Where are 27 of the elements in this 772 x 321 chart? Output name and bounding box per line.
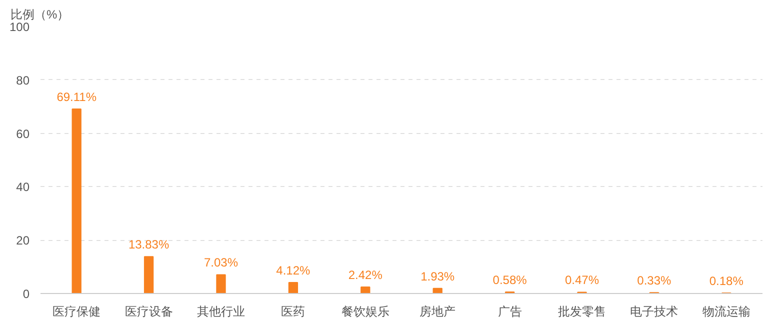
data-label: 7.03%: [204, 256, 238, 270]
y-tick-label: 0: [22, 287, 30, 301]
data-label: 0.58%: [492, 272, 528, 287]
data-label: 13.83%: [128, 238, 170, 252]
x-tick-label: 广告: [498, 304, 522, 318]
x-tick-label: 房地产: [420, 304, 456, 318]
y-tick-label: 100: [9, 20, 30, 34]
x-tick-label: 医疗保健: [52, 304, 101, 318]
x-tick-label: 其他行业: [197, 304, 245, 318]
data-label: 4.12%: [276, 264, 311, 278]
x-tick-label: 批发零售: [558, 304, 606, 318]
x-tick-label: 餐饮娱乐: [341, 304, 390, 318]
y-tick-label: 60: [16, 126, 30, 141]
data-label: 0.18%: [709, 274, 744, 288]
x-tick-label: 医疗设备: [124, 304, 173, 318]
y-tick-label: 80: [16, 73, 30, 88]
data-label: 0.47%: [564, 273, 600, 288]
y-axis-title: 比例（%）: [10, 8, 70, 22]
x-tick-label: 医药: [281, 304, 306, 318]
x-tick-label: 电子技术: [630, 304, 678, 318]
data-label: 69.11%: [56, 90, 97, 104]
data-label: 2.42%: [348, 268, 383, 282]
y-tick-label: 20: [16, 234, 30, 248]
data-label: 0.33%: [637, 274, 672, 288]
y-tick-label: 40: [16, 180, 30, 194]
data-label: 1.93%: [420, 269, 455, 284]
x-tick-label: 物流运输: [702, 304, 750, 318]
